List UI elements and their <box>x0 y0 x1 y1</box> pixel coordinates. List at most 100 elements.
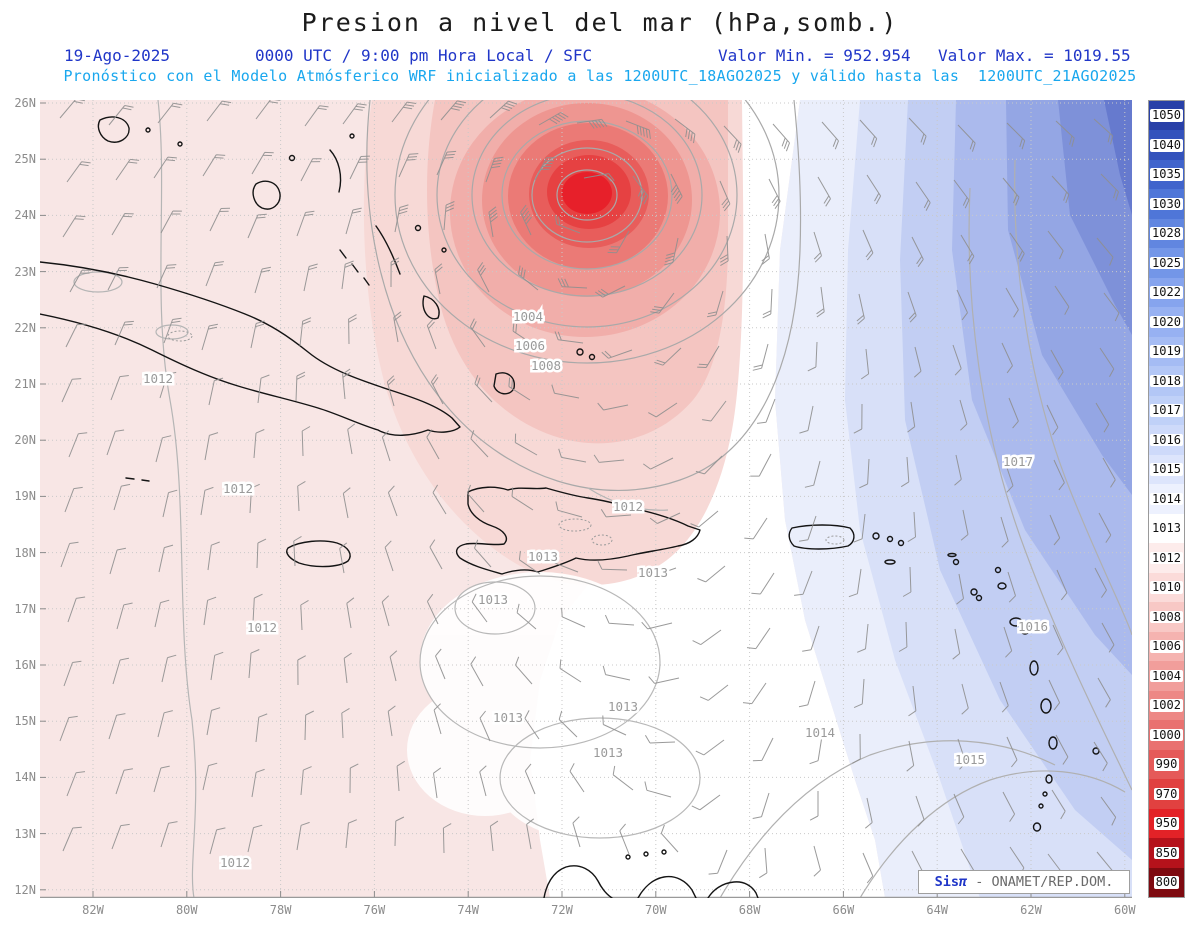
lat-tick-label: 15N <box>14 714 36 729</box>
wind-barb <box>660 824 679 853</box>
wind-barb <box>911 236 924 267</box>
wind-barb <box>534 157 556 181</box>
colorbar-cell: 1015 <box>1149 454 1184 485</box>
colorbar-value: 990 <box>1153 757 1180 772</box>
wind-barb <box>201 323 219 351</box>
wind-barb <box>155 435 172 463</box>
contour-label: 1013 <box>493 710 523 725</box>
wind-barb <box>961 683 969 715</box>
wind-barb <box>595 285 626 298</box>
wind-barb <box>648 676 680 684</box>
wind-barb <box>799 405 814 434</box>
wind-barb <box>160 821 178 848</box>
wind-barb <box>256 538 267 569</box>
wind-barb <box>108 105 134 126</box>
shading-white-pockets <box>407 572 705 842</box>
colorbar-cell: 1014 <box>1149 484 1184 514</box>
colorbar-cell: 1018 <box>1149 366 1184 396</box>
lat-tick-label: 24N <box>14 208 36 223</box>
wind-barb <box>470 430 489 458</box>
wind-barb <box>907 511 916 543</box>
wind-barb <box>898 621 908 652</box>
wind-barb <box>744 517 768 540</box>
lon-tick-label: 76W <box>363 903 386 917</box>
coastline-puerto-rico <box>788 524 855 550</box>
colorbar-cell: 1012 <box>1149 543 1184 573</box>
wind-barb <box>391 101 417 123</box>
colorbar-value: 1030 <box>1150 196 1183 211</box>
wind-barb <box>160 210 182 234</box>
wind-barb <box>1055 120 1075 147</box>
wind-barb <box>297 480 306 512</box>
wind-barb <box>157 710 173 738</box>
wind-barb <box>299 317 312 347</box>
wind-barb <box>809 791 819 821</box>
wind-barb <box>762 288 773 319</box>
wind-barb <box>297 655 306 686</box>
wind-barb <box>106 429 125 456</box>
wind-barb <box>161 654 177 683</box>
wind-barb <box>65 323 87 348</box>
lon-tick-label: 60W <box>1113 903 1136 917</box>
wind-barb <box>864 797 873 829</box>
colorbar-value: 1020 <box>1150 314 1183 329</box>
lon-tick-label: 64W <box>926 903 949 917</box>
wind-barb <box>752 737 774 762</box>
wind-barb <box>957 738 967 770</box>
wind-barb <box>477 262 490 293</box>
credit-system-name: Sis <box>934 874 959 890</box>
wind-barb <box>632 175 649 205</box>
wind-barb <box>1009 232 1025 262</box>
wind-barb <box>907 291 917 323</box>
colorbar-cell: 1013 <box>1149 513 1184 544</box>
wind-barb <box>257 374 270 404</box>
contour-label: 1013 <box>528 549 558 564</box>
wind-barb <box>757 398 776 424</box>
wind-barb <box>602 665 631 681</box>
wind-barb <box>470 656 484 687</box>
wind-barb <box>526 818 535 850</box>
wind-barb <box>489 820 499 852</box>
wind-barb <box>674 118 696 144</box>
wind-barb <box>205 261 224 287</box>
colorbar-value: 1004 <box>1150 668 1183 683</box>
wind-barb <box>554 331 584 344</box>
wind-barb <box>250 320 265 349</box>
wind-barb <box>396 760 405 792</box>
wind-barb <box>60 541 79 568</box>
wind-barb <box>954 454 962 486</box>
colorbar-cell: 1000 <box>1149 720 1184 750</box>
wind-barb <box>1056 569 1068 601</box>
wind-barb <box>255 713 268 743</box>
wind-barb <box>114 320 134 346</box>
wind-barb <box>247 213 267 239</box>
coastline-hispaniola <box>455 486 701 575</box>
wind-barb <box>466 484 485 513</box>
wind-barb <box>1052 624 1064 656</box>
wind-barb <box>349 763 359 794</box>
lon-tick-label: 72W <box>551 903 573 917</box>
wind-barb <box>538 112 569 126</box>
wind-barb <box>607 230 630 254</box>
wind-barb <box>162 489 178 518</box>
wind-barb <box>695 739 725 756</box>
wind-barb <box>746 627 771 650</box>
wind-barb <box>761 233 770 265</box>
lat-tick-label: 12N <box>14 882 36 897</box>
colorbar-value: 1012 <box>1150 550 1183 565</box>
contour-label: 1004 <box>513 309 543 324</box>
wind-barb <box>300 158 322 182</box>
wind-barb <box>853 403 863 434</box>
wind-barb <box>956 573 964 605</box>
wind-barb <box>474 375 493 403</box>
wind-barb <box>159 371 177 399</box>
wind-barb <box>1006 122 1026 150</box>
wind-barb <box>253 429 265 459</box>
wind-barb <box>1096 237 1114 266</box>
wind-barb <box>752 343 769 371</box>
wind-barb <box>66 161 91 183</box>
wind-barb <box>249 483 260 514</box>
wind-barb <box>723 125 742 153</box>
lat-tick-label: 21N <box>14 377 36 391</box>
wind-barb <box>443 201 455 231</box>
